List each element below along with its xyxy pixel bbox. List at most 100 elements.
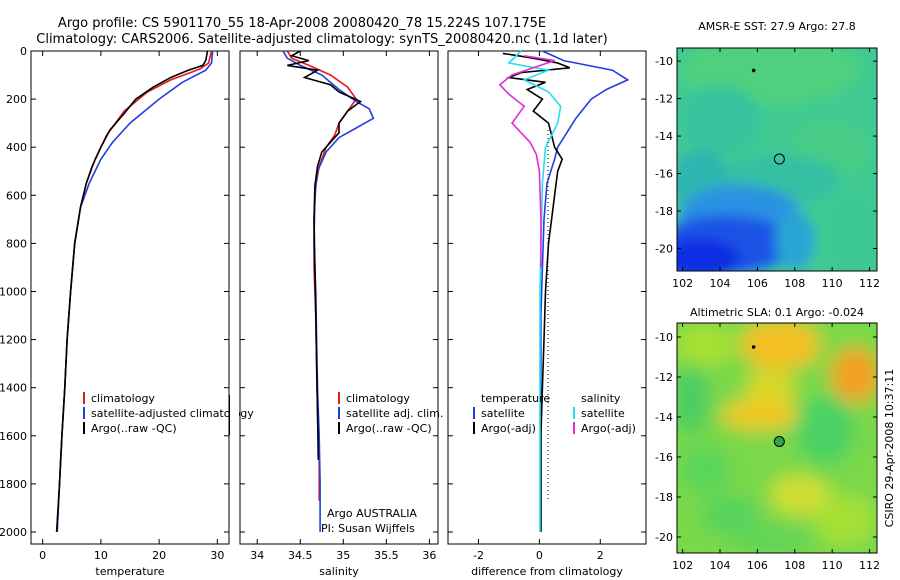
x-tick-label: 35 xyxy=(336,549,350,562)
argo-annotation-line2: PI: Susan Wijffels xyxy=(321,522,415,535)
x-tick-label: 35.5 xyxy=(374,549,399,562)
temperature-ticks: 0 10 20 30 0 200 400 600 800 1000 1200 1400 1600 1800… xyxy=(0,45,229,562)
sla-map-title: Altimetric SLA: 0.1 Argo: -0.024 xyxy=(690,306,864,319)
y-tick-label: 400 xyxy=(6,141,27,154)
series-line-satellite-0 xyxy=(540,50,630,532)
map-x-tick-label: 110 xyxy=(822,559,843,572)
legend-label-satellite: satellite-adjusted climatology xyxy=(91,407,254,420)
previous-location-marker xyxy=(751,345,756,349)
y-tick-label: 1200 xyxy=(0,334,27,347)
map-x-tick-label: 112 xyxy=(859,559,880,572)
map-y-tick-label: -12 xyxy=(655,93,673,106)
figure-title-line1: Argo profile: CS 5901170_55 18-Apr-2008 … xyxy=(58,16,546,31)
y-tick-label: 1600 xyxy=(0,430,27,443)
legend-clip-mask xyxy=(230,395,239,435)
series-line-satellite-2 xyxy=(507,50,562,532)
legend-label-sal-satellite: satellite xyxy=(581,407,625,420)
map-y-tick-label: -20 xyxy=(655,243,673,256)
x-tick-label: -2 xyxy=(473,549,484,562)
x-tick-label: 36 xyxy=(422,549,436,562)
map-x-tick-label: 104 xyxy=(709,559,730,572)
x-tick-label: 10 xyxy=(94,549,108,562)
sst-heatmap xyxy=(677,48,877,271)
x-tick-label: 34 xyxy=(250,549,264,562)
sla-map-ticks: 102 104 106 108 110 112 -10 -12 -14 -16 -18 -20 xyxy=(655,323,880,572)
series-line-argo-raw-qc-2 xyxy=(287,50,363,460)
x-tick-label: 0 xyxy=(536,549,543,562)
salinity-lines xyxy=(282,50,375,532)
map-y-tick-label: -20 xyxy=(655,531,673,544)
figure-title-line2: Climatology: CARS2006. Satellite-adjuste… xyxy=(36,32,608,47)
map-y-tick-label: -12 xyxy=(655,371,673,384)
legend-label-temp-satellite: satellite xyxy=(481,407,525,420)
map-x-tick-label: 108 xyxy=(784,277,805,290)
map-x-tick-label: 106 xyxy=(747,277,768,290)
legend-header-salinity: salinity xyxy=(581,392,621,405)
series-line-argo-adj-1 xyxy=(502,52,571,532)
legend-label-climatology: climatology xyxy=(346,392,410,405)
previous-location-marker xyxy=(751,68,756,73)
difference-legend: temperature satellite Argo(-adj) salinit… xyxy=(473,392,636,435)
map-y-tick-label: -18 xyxy=(655,205,673,218)
map-y-tick-label: -18 xyxy=(655,491,673,504)
x-tick-label: 34.5 xyxy=(288,549,313,562)
map-x-tick-label: 112 xyxy=(859,277,880,290)
salinity-ticks: 34 34.5 35 35.5 36 xyxy=(240,50,438,562)
sst-map-title: AMSR-E SST: 27.9 Argo: 27.8 xyxy=(698,20,856,33)
salinity-legend: climatology satellite adj. clim. Argo(..… xyxy=(338,392,443,435)
y-tick-label: 600 xyxy=(6,189,27,202)
argo-location-marker xyxy=(773,435,785,447)
legend-label-temp-argo: Argo(-adj) xyxy=(481,422,536,435)
legend-header-temperature: temperature xyxy=(481,392,550,405)
map-x-tick-label: 110 xyxy=(822,277,843,290)
difference-xlabel: difference from climatology xyxy=(471,565,623,578)
x-tick-label: 2 xyxy=(597,549,604,562)
legend-label-argo: Argo(..raw -QC) xyxy=(346,422,432,435)
sst-map-frame xyxy=(676,47,878,272)
difference-panel-frame xyxy=(447,50,647,545)
map-y-tick-label: -16 xyxy=(655,451,673,464)
x-tick-label: 0 xyxy=(39,549,46,562)
map-x-tick-label: 102 xyxy=(672,277,693,290)
map-y-tick-label: -10 xyxy=(655,55,673,68)
y-tick-label: 1400 xyxy=(0,382,27,395)
temperature-xlabel: temperature xyxy=(95,565,164,578)
series-line-climatology-0 xyxy=(56,50,213,533)
difference-ticks: -2 0 2 xyxy=(448,50,646,562)
salinity-panel-frame xyxy=(239,50,439,545)
argo-location-marker xyxy=(773,153,785,165)
series-line-satellite-adjusted-climatology-1 xyxy=(56,50,214,533)
sst-map-ticks: 102 104 106 108 110 112 -10 -12 -14 -16 -18 -20 xyxy=(655,48,880,290)
y-tick-label: 1000 xyxy=(0,285,27,298)
y-tick-label: 0 xyxy=(20,45,27,58)
map-x-tick-label: 106 xyxy=(747,559,768,572)
salinity-xlabel: salinity xyxy=(319,565,359,578)
sla-map-frame xyxy=(676,322,878,554)
series-line-satellite-adj-clim-1 xyxy=(282,50,375,532)
temperature-panel-frame xyxy=(30,50,230,545)
legend-label-satellite: satellite adj. clim. xyxy=(346,407,443,420)
map-y-tick-label: -14 xyxy=(655,411,673,424)
y-tick-label: 200 xyxy=(6,93,27,106)
temperature-legend: climatology satellite-adjusted climatolo… xyxy=(83,392,254,435)
y-tick-label: 2000 xyxy=(0,526,27,539)
map-y-tick-label: -14 xyxy=(655,130,673,143)
sla-heatmap xyxy=(677,323,877,553)
map-x-tick-label: 104 xyxy=(709,277,730,290)
series-line-argo-adj-3 xyxy=(498,55,555,268)
argo-annotation-line1: Argo AUSTRALIA xyxy=(327,507,417,520)
credit-text: CSIRO 29-Apr-2008 10:37:11 xyxy=(883,369,896,528)
legend-label-sal-argo: Argo(-adj) xyxy=(581,422,636,435)
y-tick-label: 800 xyxy=(6,237,27,250)
legend-label-climatology: climatology xyxy=(91,392,155,405)
x-tick-label: 20 xyxy=(152,549,166,562)
y-tick-label: 1800 xyxy=(0,478,27,491)
map-x-tick-label: 102 xyxy=(672,559,693,572)
temperature-lines xyxy=(55,50,214,533)
legend-label-argo: Argo(..raw -QC) xyxy=(91,422,177,435)
map-x-tick-label: 108 xyxy=(784,559,805,572)
series-line-argo-raw-qc-2 xyxy=(55,50,209,533)
x-tick-label: 30 xyxy=(210,549,224,562)
map-y-tick-label: -16 xyxy=(655,168,673,181)
